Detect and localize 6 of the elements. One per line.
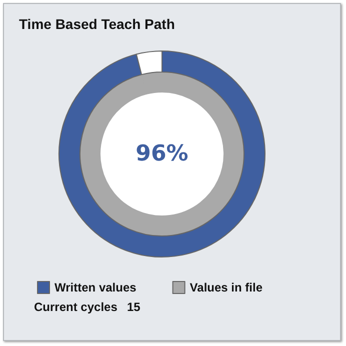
text: 15 bbox=[127, 300, 140, 314]
legend-label: Written values bbox=[54, 280, 137, 294]
text: Current cycles bbox=[34, 300, 118, 314]
data-label: 96% bbox=[136, 142, 188, 166]
legend-label: Values in file bbox=[190, 280, 263, 294]
chart-title: Time Based Teach Path bbox=[19, 16, 175, 32]
